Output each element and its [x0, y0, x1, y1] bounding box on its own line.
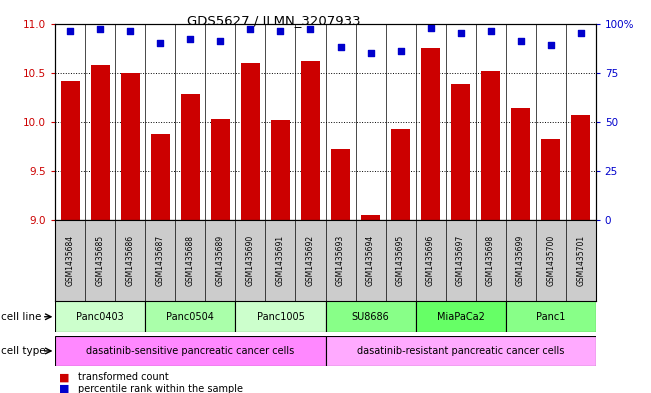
Text: ■: ■ — [59, 384, 69, 393]
Point — [215, 38, 226, 44]
Text: GSM1435685: GSM1435685 — [96, 235, 105, 286]
Text: Panc0403: Panc0403 — [76, 312, 124, 322]
Text: ■: ■ — [59, 372, 69, 382]
Bar — [211, 119, 230, 220]
Text: GSM1435698: GSM1435698 — [486, 235, 495, 286]
Bar — [301, 61, 320, 220]
Text: GSM1435690: GSM1435690 — [246, 235, 255, 286]
Bar — [415, 301, 506, 332]
Text: Panc0504: Panc0504 — [167, 312, 214, 322]
Bar — [541, 139, 561, 220]
Bar — [511, 108, 531, 220]
Text: GSM1435693: GSM1435693 — [336, 235, 345, 286]
Text: MiaPaCa2: MiaPaCa2 — [437, 312, 484, 322]
Bar — [55, 336, 325, 366]
Text: transformed count: transformed count — [78, 372, 169, 382]
Bar — [421, 48, 440, 220]
Text: SU8686: SU8686 — [352, 312, 389, 322]
Point — [395, 48, 406, 54]
Text: GSM1435688: GSM1435688 — [186, 235, 195, 286]
Text: GSM1435686: GSM1435686 — [126, 235, 135, 286]
Point — [95, 26, 105, 33]
Point — [65, 28, 76, 35]
Bar — [331, 149, 350, 220]
Bar — [361, 215, 380, 220]
Bar — [120, 73, 140, 220]
Point — [186, 36, 196, 42]
Bar — [326, 301, 415, 332]
Bar — [271, 120, 290, 220]
Bar — [150, 134, 170, 220]
Text: cell type: cell type — [1, 346, 46, 356]
Point — [516, 38, 526, 44]
Text: GSM1435695: GSM1435695 — [396, 235, 405, 286]
Point — [575, 30, 586, 37]
Bar — [451, 84, 470, 220]
Point — [425, 24, 436, 31]
Point — [456, 30, 466, 37]
Text: GSM1435696: GSM1435696 — [426, 235, 435, 286]
Bar — [481, 71, 501, 220]
Point — [305, 26, 316, 33]
Text: GSM1435692: GSM1435692 — [306, 235, 315, 286]
Bar — [391, 129, 410, 220]
Point — [155, 40, 165, 46]
Text: percentile rank within the sample: percentile rank within the sample — [78, 384, 243, 393]
Text: dasatinib-sensitive pancreatic cancer cells: dasatinib-sensitive pancreatic cancer ce… — [87, 346, 294, 356]
Text: GSM1435697: GSM1435697 — [456, 235, 465, 286]
Bar — [326, 336, 596, 366]
Text: GSM1435684: GSM1435684 — [66, 235, 75, 286]
Text: dasatinib-resistant pancreatic cancer cells: dasatinib-resistant pancreatic cancer ce… — [357, 346, 564, 356]
Point — [365, 50, 376, 56]
Point — [546, 42, 556, 48]
Text: GSM1435689: GSM1435689 — [216, 235, 225, 286]
Bar — [241, 63, 260, 220]
Bar — [90, 65, 110, 220]
Bar — [181, 94, 200, 220]
Text: cell line: cell line — [1, 312, 42, 322]
Point — [275, 28, 286, 35]
Bar — [236, 301, 326, 332]
Text: Panc1: Panc1 — [536, 312, 565, 322]
Text: GSM1435694: GSM1435694 — [366, 235, 375, 286]
Text: Panc1005: Panc1005 — [256, 312, 305, 322]
Text: GSM1435701: GSM1435701 — [576, 235, 585, 286]
Point — [245, 26, 256, 33]
Bar — [145, 301, 236, 332]
Bar — [506, 301, 596, 332]
Point — [125, 28, 135, 35]
Bar — [571, 115, 590, 220]
Point — [486, 28, 496, 35]
Text: GSM1435691: GSM1435691 — [276, 235, 285, 286]
Point — [335, 44, 346, 50]
Bar — [55, 301, 145, 332]
Bar — [61, 81, 80, 220]
Text: GSM1435700: GSM1435700 — [546, 235, 555, 286]
Text: GSM1435687: GSM1435687 — [156, 235, 165, 286]
Text: GSM1435699: GSM1435699 — [516, 235, 525, 286]
Text: GDS5627 / ILMN_3207933: GDS5627 / ILMN_3207933 — [187, 14, 360, 27]
